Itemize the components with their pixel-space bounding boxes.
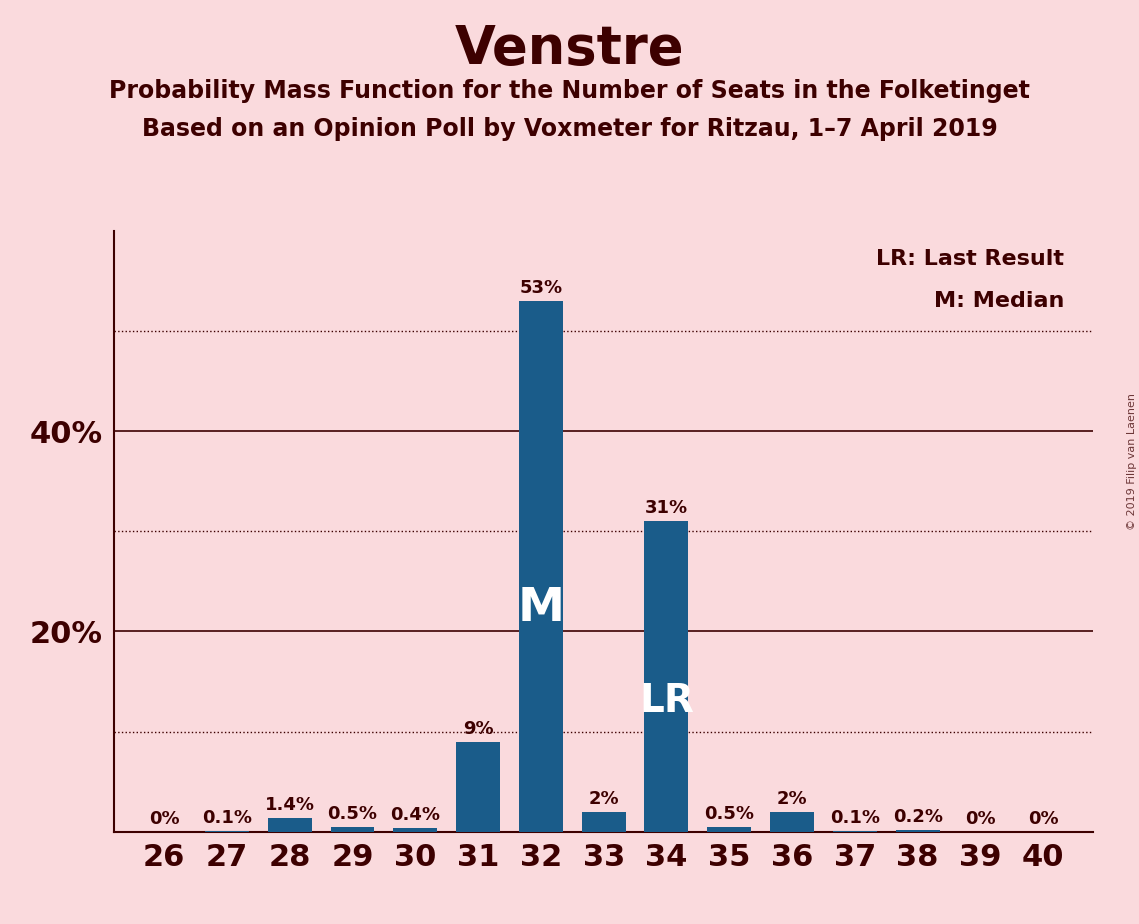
Bar: [833, 831, 877, 832]
Text: 0.5%: 0.5%: [704, 805, 754, 822]
Bar: [393, 828, 437, 832]
Bar: [582, 811, 625, 832]
Text: 0%: 0%: [149, 809, 180, 828]
Bar: [707, 827, 752, 832]
Bar: [268, 818, 312, 832]
Bar: [456, 741, 500, 832]
Text: Based on an Opinion Poll by Voxmeter for Ritzau, 1–7 April 2019: Based on an Opinion Poll by Voxmeter for…: [141, 117, 998, 141]
Text: 53%: 53%: [519, 279, 563, 298]
Text: © 2019 Filip van Laenen: © 2019 Filip van Laenen: [1126, 394, 1137, 530]
Text: 0.4%: 0.4%: [391, 806, 441, 823]
Text: 0%: 0%: [1027, 809, 1058, 828]
Bar: [330, 827, 375, 832]
Text: 0.5%: 0.5%: [328, 805, 377, 822]
Text: 2%: 2%: [777, 790, 808, 808]
Text: Venstre: Venstre: [454, 23, 685, 75]
Bar: [645, 521, 688, 832]
Text: 0.1%: 0.1%: [830, 808, 879, 827]
Text: M: Median: M: Median: [934, 291, 1064, 311]
Text: 0.1%: 0.1%: [202, 808, 252, 827]
Text: LR: Last Result: LR: Last Result: [876, 249, 1064, 269]
Text: 1.4%: 1.4%: [264, 796, 314, 813]
Text: 0%: 0%: [965, 809, 995, 828]
Bar: [519, 301, 563, 832]
Text: M: M: [517, 586, 565, 631]
Text: 9%: 9%: [462, 720, 493, 737]
Bar: [205, 831, 249, 832]
Text: LR: LR: [639, 682, 694, 721]
Bar: [895, 830, 940, 832]
Text: Probability Mass Function for the Number of Seats in the Folketinget: Probability Mass Function for the Number…: [109, 79, 1030, 103]
Text: 31%: 31%: [645, 499, 688, 517]
Bar: [770, 811, 814, 832]
Text: 0.2%: 0.2%: [893, 808, 943, 826]
Text: 2%: 2%: [589, 790, 618, 808]
